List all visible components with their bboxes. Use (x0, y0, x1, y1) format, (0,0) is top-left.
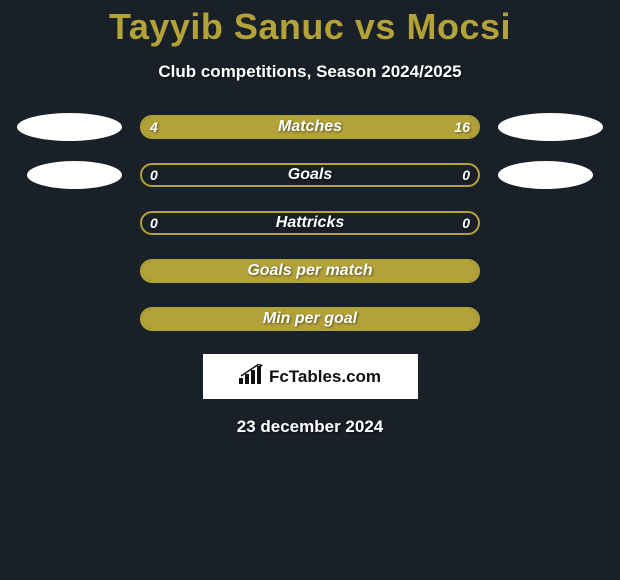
logo-text: FcTables.com (269, 367, 381, 387)
stat-label: Matches (278, 118, 342, 136)
team-logo-left (17, 113, 122, 141)
stat-row: 0 0 Goals (0, 162, 620, 188)
stat-bar: 0 0 Hattricks (140, 211, 480, 235)
subtitle: Club competitions, Season 2024/2025 (0, 62, 620, 82)
stat-row: Min per goal (0, 306, 620, 332)
stat-row: Goals per match (0, 258, 620, 284)
stat-value-right: 0 (462, 167, 470, 183)
stat-value-left: 0 (150, 167, 158, 183)
logo-chart-icon (239, 364, 263, 389)
stat-bar: 4 16 Matches (140, 115, 480, 139)
stat-label: Min per goal (263, 310, 357, 328)
logo-box[interactable]: FcTables.com (203, 354, 418, 399)
page-title: Tayyib Sanuc vs Mocsi (0, 6, 620, 48)
date-text: 23 december 2024 (0, 417, 620, 437)
stat-bar: Goals per match (140, 259, 480, 283)
team-logo-left (27, 161, 122, 189)
stat-value-left: 0 (150, 215, 158, 231)
stat-value-right: 16 (454, 119, 470, 135)
stat-label: Hattricks (276, 214, 344, 232)
team-logo-right (498, 113, 603, 141)
stat-value-right: 0 (462, 215, 470, 231)
stat-row: 0 0 Hattricks (0, 210, 620, 236)
stat-bar: Min per goal (140, 307, 480, 331)
stat-label: Goals per match (247, 262, 372, 280)
stat-bar: 0 0 Goals (140, 163, 480, 187)
stat-value-left: 4 (150, 119, 158, 135)
stats-list: 4 16 Matches 0 0 Goals 0 0 Hattricks Goals per ma… (0, 114, 620, 332)
team-logo-right (498, 161, 593, 189)
stat-row: 4 16 Matches (0, 114, 620, 140)
comparison-card: Tayyib Sanuc vs Mocsi Club competitions,… (0, 0, 620, 437)
stat-label: Goals (288, 166, 332, 184)
